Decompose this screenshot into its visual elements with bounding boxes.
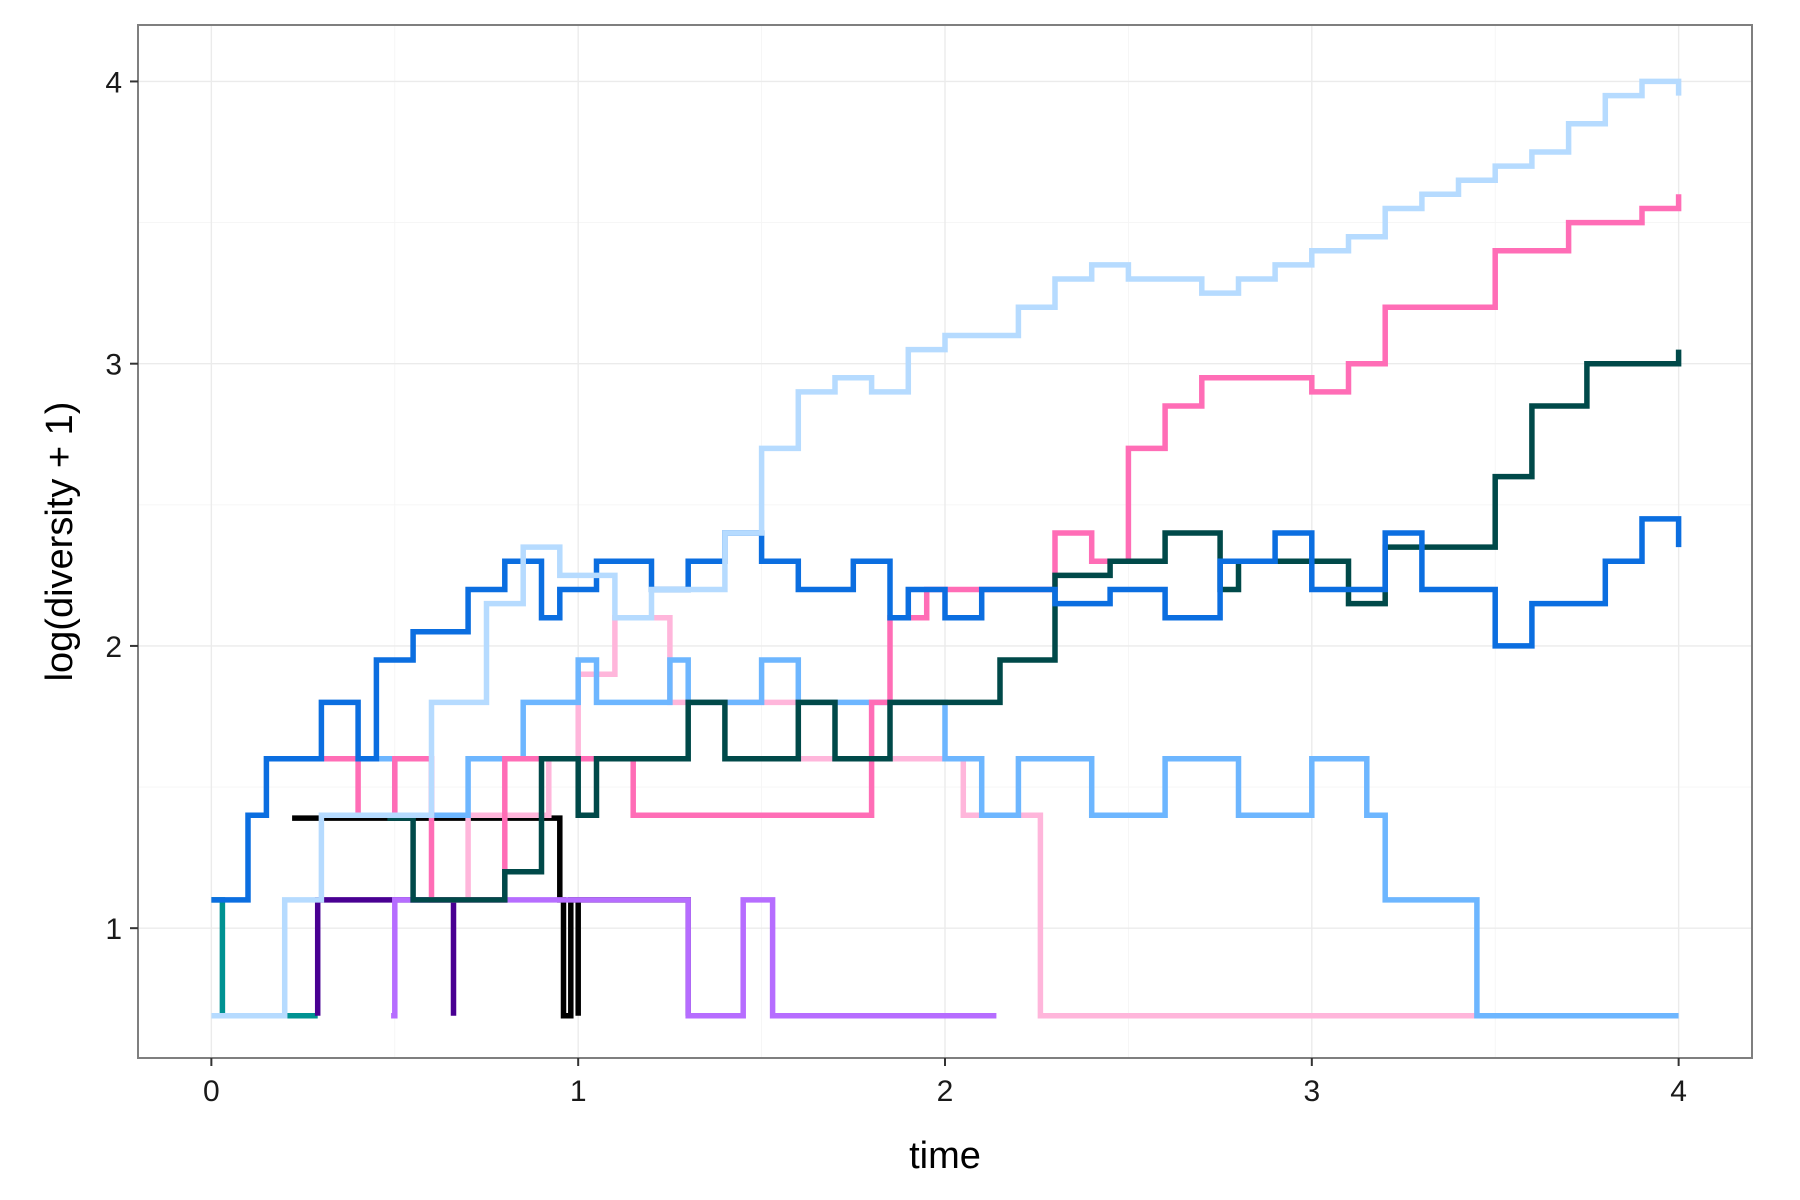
series-line-6: [358, 657, 1679, 1019]
axes: 0 1 2 3 4 1 2 3 4: [105, 66, 1687, 1108]
x-tick-label: 3: [1303, 1075, 1320, 1108]
series-line-8: [387, 349, 1682, 903]
x-tick-label: 0: [203, 1075, 220, 1108]
series-line-3: [292, 815, 691, 1019]
x-axis-title: time: [909, 1135, 981, 1177]
x-tick-label: 4: [1670, 1075, 1687, 1108]
series-line-5: [457, 614, 1477, 1019]
y-axis-title: log(diversity + 1): [39, 402, 81, 682]
series-line-10: [211, 78, 1682, 1019]
y-tick-label: 4: [105, 66, 122, 99]
series-line-9: [211, 516, 1682, 903]
y-tick-label: 3: [105, 349, 122, 382]
series-line-1: [211, 897, 318, 1019]
grid: [138, 25, 1752, 1058]
series-line-7: [292, 194, 1682, 903]
series-layer: [211, 78, 1682, 1019]
x-tick-label: 1: [570, 1075, 587, 1108]
x-tick-label: 2: [937, 1075, 954, 1108]
series-line-2: [314, 897, 457, 1016]
y-tick-label: 2: [105, 631, 122, 664]
series-line-4: [391, 897, 997, 1019]
y-tick-label: 1: [105, 913, 122, 946]
